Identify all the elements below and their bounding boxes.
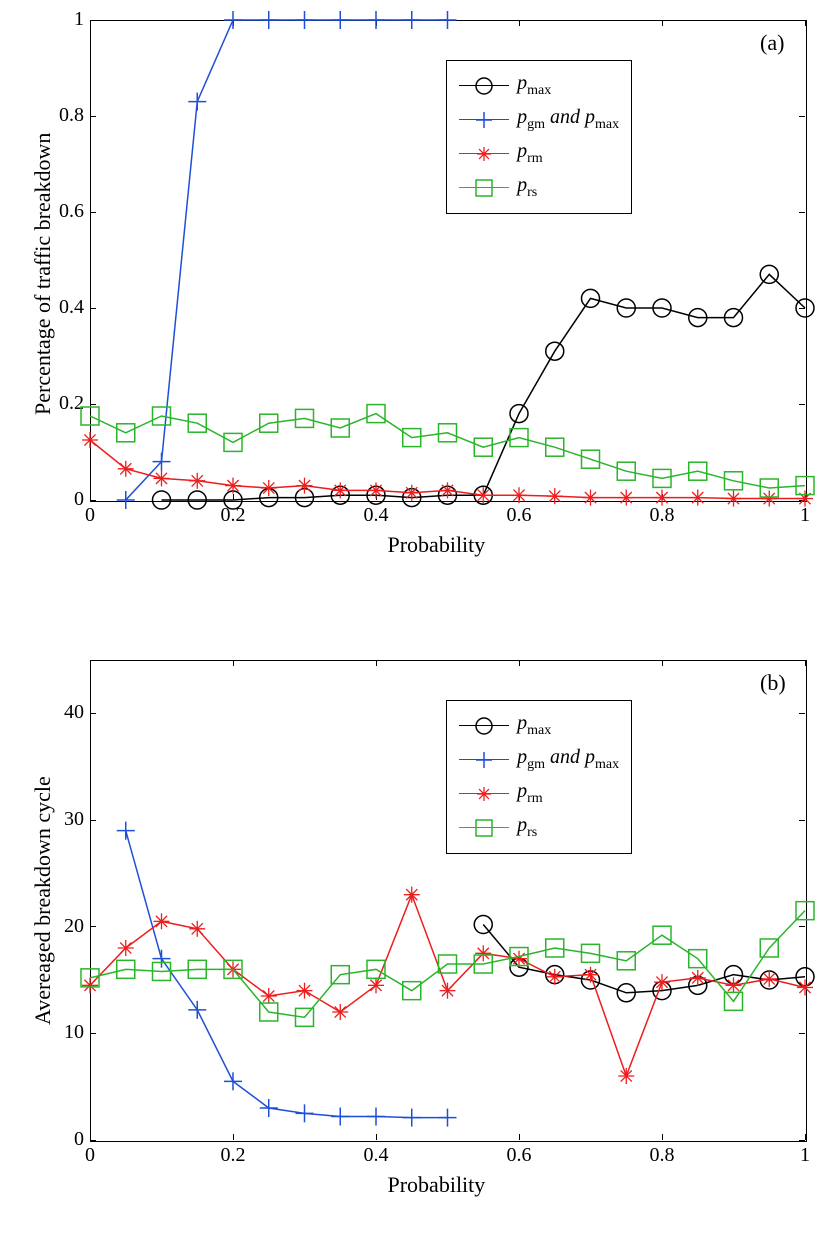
series-svg <box>0 0 830 1239</box>
legend-swatch <box>459 784 509 804</box>
legend-row: pgm and pmax <box>459 743 619 777</box>
legend-swatch <box>459 716 509 736</box>
legend-row: pmax <box>459 709 619 743</box>
panel-label: (b) <box>760 670 786 696</box>
legend-label: prs <box>517 814 537 841</box>
legend-swatch <box>459 750 509 770</box>
legend-row: prs <box>459 811 619 845</box>
legend-label: pmax <box>517 712 551 739</box>
figure-container: 00.20.40.60.8100.20.40.60.81ProbabilityP… <box>0 0 830 1239</box>
legend-swatch <box>459 818 509 838</box>
legend-label: pgm and pmax <box>517 746 619 773</box>
legend-label: prm <box>517 780 543 807</box>
legend: pmax pgm and pmax prm prs <box>446 700 632 854</box>
legend-row: prm <box>459 777 619 811</box>
